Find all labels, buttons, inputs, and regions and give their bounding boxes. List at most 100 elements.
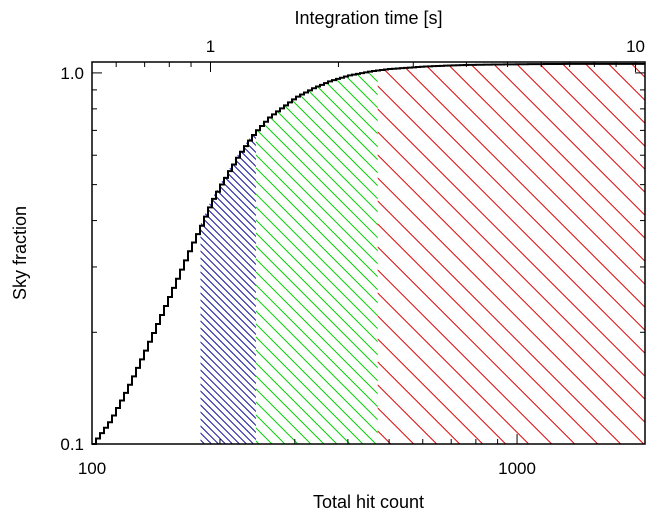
hatch-line (255, 70, 378, 444)
top-axis-label: Integration time [s] (294, 8, 442, 28)
hatch-line (200, 130, 215, 445)
hatch-line (200, 130, 256, 445)
hatch-line (255, 70, 378, 444)
hatch-line (200, 130, 256, 445)
series-line (92, 62, 645, 445)
hatch-line (389, 63, 645, 444)
hatch-line (255, 70, 378, 444)
hatch-line (642, 63, 645, 444)
shaded-region-1 (200, 130, 256, 445)
hatch-line (200, 130, 256, 445)
hatch-line (458, 63, 645, 444)
hatch-line (255, 70, 361, 444)
hatch-line (200, 130, 256, 445)
hatch-line (377, 63, 609, 444)
hatch-line (200, 130, 256, 445)
hatch-line (255, 70, 378, 444)
hatch-line (256, 70, 378, 444)
hatch-line (255, 70, 283, 444)
hatch-line (255, 70, 296, 444)
hatch-line (377, 63, 645, 444)
hatch-line (255, 70, 378, 444)
hatch-line (255, 70, 378, 444)
hatch-line (200, 130, 256, 445)
hatch-line (200, 130, 256, 445)
hatch-line (481, 63, 645, 444)
series-layer (92, 62, 645, 445)
hatch-line (550, 63, 645, 444)
shaded-regions (200, 52, 649, 454)
hatch-line (255, 70, 378, 444)
x-axis-label: Total hit count (313, 492, 424, 512)
hatch-line (334, 70, 378, 444)
hatch-line (200, 130, 256, 445)
hatch-line (435, 63, 645, 444)
y-tick-label: 0.1 (60, 435, 84, 454)
hatch-line (377, 63, 563, 444)
hatch-line (200, 130, 256, 445)
hatch-line (200, 130, 256, 445)
hatch-line (255, 70, 335, 444)
hatch-line (200, 130, 256, 445)
hatch-line (412, 63, 645, 444)
hatch-line (504, 63, 645, 444)
hatch-line (200, 130, 201, 445)
hatch-line (377, 63, 471, 444)
shaded-region-3 (377, 63, 645, 444)
hatch-line (377, 63, 540, 444)
hatch-line (200, 130, 256, 445)
hatch-line (255, 70, 378, 444)
hatch-line (377, 63, 645, 444)
hatch-line (373, 70, 378, 444)
hatch-line (200, 130, 256, 445)
x-tick-label: 100 (78, 459, 106, 478)
hatch-line (200, 130, 256, 445)
hatch-line (573, 63, 645, 444)
x-tick-label: 1000 (498, 459, 536, 478)
hatch-line (255, 70, 378, 444)
plot-frame (91, 61, 646, 445)
hatch-line (200, 130, 256, 445)
hatch-line (200, 130, 229, 445)
hatch-line (377, 63, 425, 444)
y-tick-label: 1.0 (60, 64, 84, 83)
hatch-line (200, 130, 256, 445)
hatch-line (255, 70, 378, 444)
hatch-line (377, 63, 448, 444)
hatch-line (200, 130, 256, 445)
hatch-line (269, 70, 378, 444)
hatch-line (377, 63, 517, 444)
hatch-line (377, 63, 494, 444)
hatch-line (200, 130, 256, 445)
hatch-line (377, 63, 645, 444)
hatch-line (200, 130, 256, 445)
hatch-line (295, 70, 378, 444)
hatch-line (255, 70, 374, 444)
hatch-line (282, 70, 378, 444)
hatch-line (200, 130, 256, 445)
hatch-line (255, 70, 378, 444)
hatch-line (255, 70, 378, 444)
hatch-line (204, 130, 256, 445)
hatch-line (255, 70, 270, 444)
top-tick-label: 10 (626, 37, 645, 56)
hatch-line (255, 70, 378, 444)
hatch-line (200, 130, 208, 445)
hatch-line (255, 70, 378, 444)
hatch-line (255, 70, 378, 444)
hatch-line (200, 130, 236, 445)
hatch-line (255, 70, 378, 444)
hatch-line (200, 130, 256, 445)
hatch-line (255, 70, 348, 444)
hatch-line (200, 130, 243, 445)
hatch-line (255, 70, 378, 444)
axis-ticks (91, 62, 646, 445)
hatch-line (596, 63, 645, 444)
hatch-line (200, 130, 256, 445)
shaded-region-2 (255, 52, 649, 454)
hatch-line (211, 130, 256, 445)
hatch-line (255, 70, 378, 444)
y-axis-label: Sky fraction (10, 206, 30, 300)
hatch-line (387, 52, 649, 454)
